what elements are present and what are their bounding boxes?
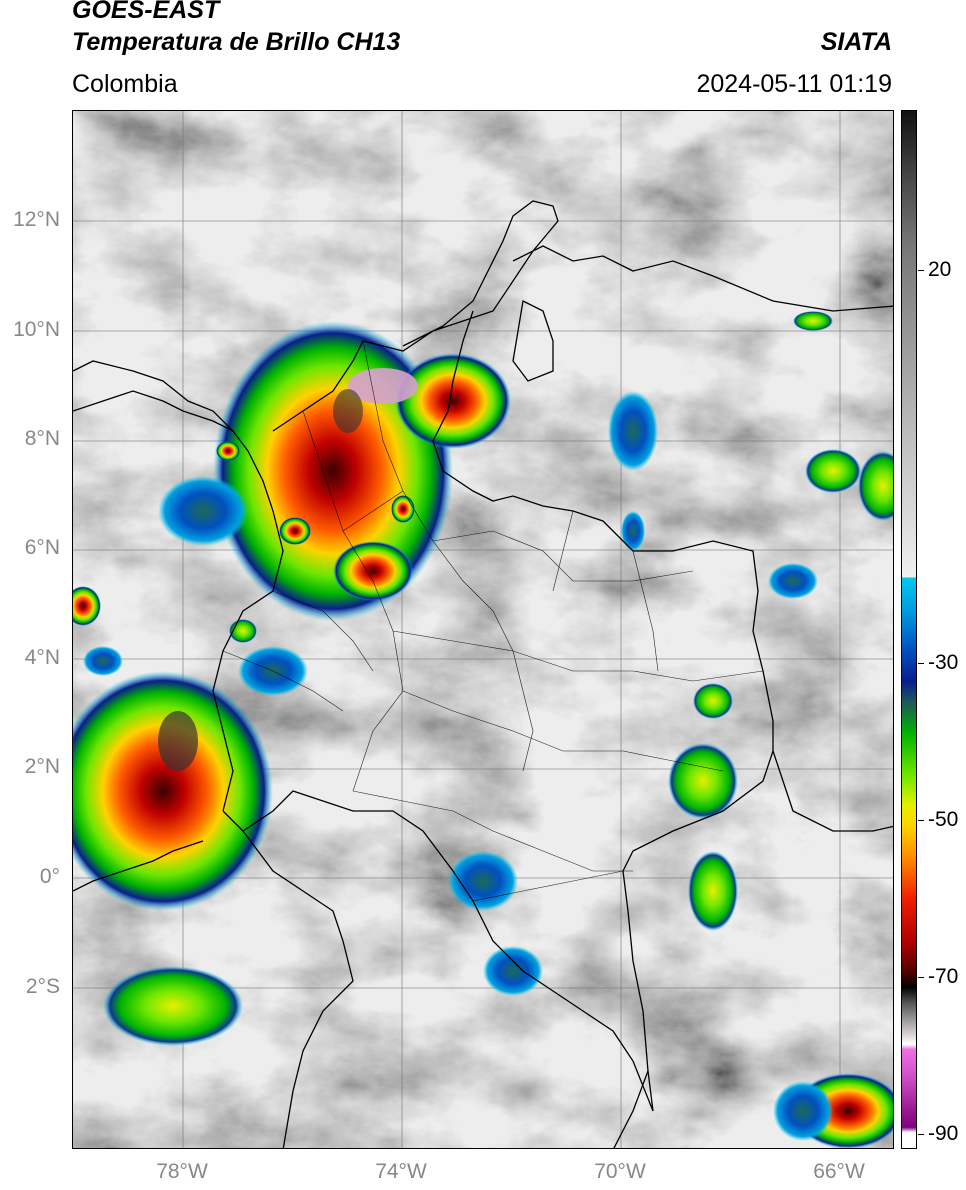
lon-label-78w: 78°W (156, 1160, 208, 1183)
lat-label-10n: 10°N (13, 318, 60, 341)
colorbar-label: -70 (928, 965, 959, 988)
map-canvas (73, 111, 893, 1148)
storm-cells (73, 311, 893, 1148)
lat-label-4n: 4°N (24, 646, 60, 669)
satellite-title: GOES-EAST (72, 0, 220, 24)
colorbar-tick (918, 663, 924, 664)
department-borders (222, 340, 764, 902)
colorbar-tick (918, 1134, 924, 1135)
organization-label: SIATA (820, 28, 892, 56)
lat-label-2s: 2°S (25, 975, 60, 998)
lon-label-74w: 74°W (375, 1160, 427, 1183)
lat-label-12n: 12°N (13, 208, 60, 231)
lat-label-8n: 8°N (24, 427, 60, 450)
lon-label-70w: 70°W (594, 1160, 646, 1183)
colorbar-label: -30 (928, 651, 959, 674)
colorbar-label: -90 (928, 1122, 959, 1145)
colorbar-tick (918, 977, 924, 978)
lat-label-2n: 2°N (24, 755, 60, 778)
region-label: Colombia (72, 70, 178, 98)
lon-label-66w: 66°W (813, 1160, 865, 1183)
lat-label-0: 0° (39, 865, 60, 888)
colorbar (901, 110, 917, 1149)
colorbar-tick (918, 820, 924, 821)
colorbar-label: 20 (928, 258, 952, 281)
lat-label-6n: 6°N (24, 536, 60, 559)
timestamp-label: 2024-05-11 01:19 (696, 70, 892, 98)
product-title: Temperatura de Brillo CH13 (72, 28, 401, 56)
colorbar-tick (918, 270, 924, 271)
colorbar-label: -50 (928, 808, 959, 831)
country-borders (73, 200, 893, 1148)
satellite-map[interactable] (72, 110, 894, 1149)
